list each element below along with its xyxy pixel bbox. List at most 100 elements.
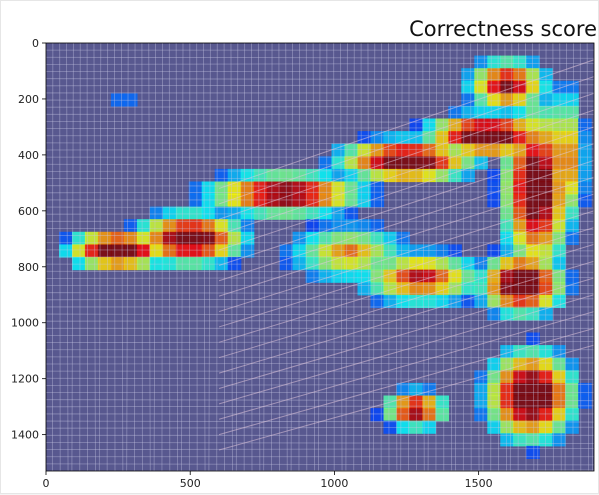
heat-cell [565, 357, 579, 371]
heat-cell [487, 382, 501, 397]
heat-cell [396, 231, 410, 245]
x-tick-label: 1000 [320, 477, 348, 490]
heat-cell [487, 269, 501, 283]
heat-cell [526, 395, 540, 409]
heat-cell [422, 294, 436, 308]
heat-cell [526, 269, 540, 283]
heatmap-cells [59, 55, 592, 459]
heat-cell [318, 257, 333, 271]
heat-cell [240, 206, 255, 220]
texture-line [161, 43, 163, 471]
heat-cell [552, 345, 566, 359]
heat-cell [513, 244, 527, 258]
heat-cell [448, 257, 462, 271]
heat-cell [72, 244, 86, 258]
heat-cell [487, 68, 501, 82]
heat-cell [409, 269, 423, 283]
heat-cell [383, 156, 398, 170]
heat-cell [487, 420, 501, 434]
texture-line [46, 78, 594, 81]
texture-line [86, 43, 88, 471]
heat-cell [136, 257, 151, 271]
heat-cell [123, 93, 138, 107]
heat-cell [500, 206, 514, 220]
heat-cell [370, 282, 385, 296]
heat-cell [422, 244, 436, 258]
heat-cell [474, 269, 488, 283]
heat-cell [539, 370, 553, 384]
texture-line [46, 335, 594, 337]
texture-line [218, 243, 594, 359]
texture-line [257, 43, 261, 471]
heat-cell [461, 93, 475, 107]
heat-cell [201, 244, 216, 258]
texture-overlay-diagonal [218, 59, 594, 451]
texture-line [278, 43, 280, 471]
heat-cell [318, 194, 333, 208]
texture-line [360, 43, 363, 471]
texture-line [46, 356, 594, 359]
heat-cell [383, 408, 398, 422]
heat-cell [175, 219, 190, 233]
heat-cell [526, 345, 540, 359]
heat-cell [370, 408, 385, 422]
texture-line [400, 43, 403, 471]
heat-cell [331, 194, 346, 208]
heat-cell [435, 257, 449, 271]
heat-cell [97, 244, 112, 258]
heat-cell [526, 382, 540, 397]
heat-cell [383, 257, 398, 271]
heat-cell [513, 382, 527, 397]
heat-cell [487, 257, 501, 271]
texture-line [46, 362, 594, 365]
heat-cell [266, 181, 281, 195]
texture-line [46, 142, 594, 145]
heat-cell [318, 219, 333, 233]
heat-cell [513, 105, 527, 120]
texture-line [333, 43, 335, 471]
heat-cell [500, 345, 514, 359]
heat-cell [136, 231, 151, 245]
heat-cell [461, 269, 475, 283]
chart-title: Correctness score [409, 17, 597, 41]
texture-overlay [46, 43, 594, 471]
heat-cell [97, 257, 112, 271]
texture-line [46, 56, 594, 59]
heat-cell [500, 294, 514, 308]
heat-cell [552, 118, 566, 132]
heat-cell [500, 131, 514, 145]
heat-cell [526, 257, 540, 271]
texture-line [46, 448, 594, 451]
heat-cell [526, 231, 540, 245]
heat-cell [149, 231, 164, 245]
heat-cell [448, 105, 462, 120]
heat-cell [201, 219, 216, 233]
plot-area [46, 43, 594, 471]
texture-line [46, 249, 594, 252]
heat-cell [565, 382, 579, 397]
heat-cell [422, 395, 436, 409]
heat-cell [201, 206, 216, 220]
heat-cell [487, 93, 501, 107]
heat-cell [487, 194, 501, 208]
heat-cell [539, 105, 553, 120]
texture-line [66, 43, 69, 471]
heat-cell [435, 156, 449, 170]
heat-cell [188, 257, 203, 271]
heat-cell [110, 257, 125, 271]
heat-cell [513, 357, 527, 371]
texture-line [46, 426, 594, 429]
heat-cell [240, 181, 255, 195]
texture-line [312, 43, 316, 471]
heat-cell [487, 357, 501, 371]
heat-cell [526, 332, 540, 346]
texture-line [525, 43, 527, 471]
heat-cell [201, 257, 216, 271]
heat-cell [422, 131, 436, 145]
heat-cell [474, 55, 488, 69]
heat-cell [188, 231, 203, 245]
texture-line [168, 43, 171, 471]
heat-cell [162, 219, 177, 233]
heat-cell [552, 370, 566, 384]
